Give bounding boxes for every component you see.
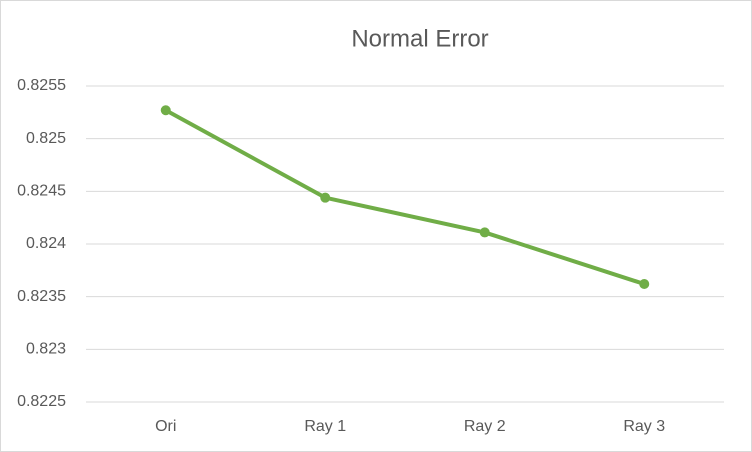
- y-tick-label: 0.8245: [17, 183, 66, 200]
- data-line: [164, 108, 645, 286]
- data-point: [639, 279, 650, 290]
- y-tick-label: 0.8255: [17, 77, 66, 94]
- data-point: [160, 105, 171, 116]
- x-tick-label: Ori: [155, 418, 176, 435]
- chart-title: Normal Error: [351, 25, 488, 52]
- x-tick-label: Ray 3: [623, 418, 665, 435]
- y-tick-label: 0.823: [26, 341, 66, 358]
- data-point: [320, 192, 331, 203]
- y-tick-label: 0.824: [26, 235, 66, 252]
- data-point: [479, 227, 490, 238]
- x-tick-label: Ray 2: [464, 418, 506, 435]
- x-tick-label: Ray 1: [304, 418, 346, 435]
- y-tick-label: 0.825: [26, 130, 66, 147]
- y-tick-label: 0.8235: [17, 288, 66, 305]
- y-tick-label: 0.8225: [17, 393, 66, 410]
